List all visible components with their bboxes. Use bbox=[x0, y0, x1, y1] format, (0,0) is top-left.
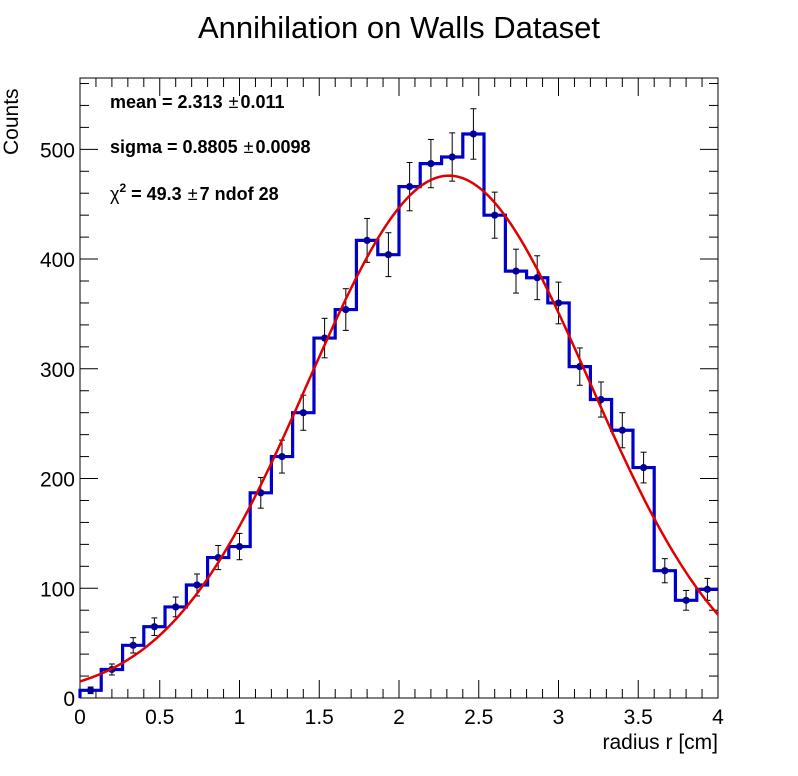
data-point bbox=[639, 463, 648, 472]
x-tick-label: 4 bbox=[712, 706, 724, 729]
data-point bbox=[278, 452, 286, 461]
data-point bbox=[87, 686, 95, 694]
data-point bbox=[682, 596, 690, 604]
fit-stats: mean = 2.313 ±0.011 sigma = 0.8805 ±0.0098… bbox=[110, 92, 311, 204]
data-point bbox=[406, 183, 414, 191]
x-tick-label: 1 bbox=[234, 706, 246, 729]
stat-mean-pm: ± bbox=[229, 92, 239, 112]
y-tick-label: 100 bbox=[40, 578, 75, 601]
data-point bbox=[661, 567, 669, 575]
x-axis: 0 0.5 1 1.5 2 2.5 3 3.5 4 bbox=[74, 78, 724, 729]
x-tick-label: 2.5 bbox=[464, 706, 493, 729]
stat-chi2-value: 7 ndof 28 bbox=[200, 184, 279, 204]
y-tick-label: 0 bbox=[63, 688, 75, 711]
x-axis-label: radius r [cm] bbox=[602, 731, 718, 754]
stat-sigma-pm: ± bbox=[244, 137, 254, 157]
y-tick-label: 400 bbox=[40, 249, 75, 272]
chart-title: Annihilation on Walls Dataset bbox=[198, 10, 600, 45]
data-point bbox=[469, 130, 478, 138]
y-axis: 0 100 200 300 400 500 bbox=[40, 82, 718, 711]
data-point bbox=[150, 623, 159, 631]
stat-chi2-pm: ± bbox=[188, 184, 198, 204]
data-point bbox=[299, 409, 307, 417]
y-tick-label: 500 bbox=[40, 139, 75, 162]
data-point bbox=[448, 153, 456, 161]
stat-sigma-error: 0.0098 bbox=[255, 137, 310, 157]
data-point bbox=[427, 159, 435, 168]
stat-sigma-label: sigma = 0.8805 bbox=[110, 137, 238, 157]
x-tick-label: 2 bbox=[393, 706, 405, 729]
x-tick-label: 3 bbox=[553, 706, 565, 729]
stat-chi2-label: = 49.3 bbox=[126, 184, 182, 204]
data-point bbox=[363, 236, 371, 245]
data-point bbox=[512, 267, 520, 275]
data-point bbox=[384, 251, 392, 259]
data-points bbox=[87, 130, 711, 694]
fit-curve bbox=[79, 174, 719, 683]
x-tick-label: 3.5 bbox=[624, 706, 653, 729]
stat-chi-sup: 2 bbox=[119, 181, 126, 195]
data-point bbox=[491, 211, 499, 219]
data-point bbox=[235, 542, 244, 551]
data-point bbox=[342, 305, 350, 314]
stat-mean-label: mean = 2.313 bbox=[110, 92, 223, 112]
stat-chi2: χ2 = 49.3 ±7 ndof 28 bbox=[110, 181, 279, 204]
data-point bbox=[172, 603, 180, 611]
data-point bbox=[618, 426, 626, 434]
stat-sigma: sigma = 0.8805 ±0.0098 bbox=[110, 137, 311, 157]
x-tick-label: 0.5 bbox=[145, 706, 174, 729]
stat-chi-symbol: χ bbox=[110, 184, 120, 204]
y-tick-label: 300 bbox=[40, 359, 75, 382]
y-tick-label: 200 bbox=[40, 469, 75, 492]
x-tick-label: 0 bbox=[74, 706, 86, 729]
x-tick-label: 1.5 bbox=[305, 706, 334, 729]
data-point bbox=[554, 299, 563, 307]
y-axis-label: Counts bbox=[0, 88, 23, 155]
data-point bbox=[533, 274, 541, 282]
data-point bbox=[129, 641, 137, 649]
data-point bbox=[193, 581, 201, 589]
stat-mean-error: 0.011 bbox=[240, 92, 284, 112]
stat-mean: mean = 2.313 ±0.011 bbox=[110, 92, 285, 112]
data-point bbox=[703, 585, 711, 593]
